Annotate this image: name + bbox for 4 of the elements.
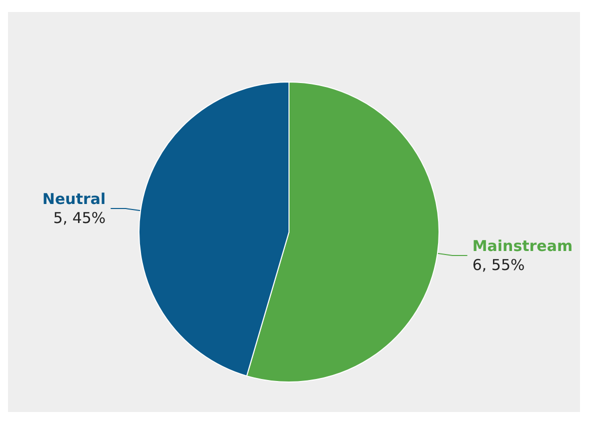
data-label: 5, 45% xyxy=(53,209,106,228)
data-label: 6, 55% xyxy=(472,256,525,274)
slice-label: Mainstream xyxy=(472,236,573,255)
slice-label: Neutral xyxy=(42,190,106,208)
